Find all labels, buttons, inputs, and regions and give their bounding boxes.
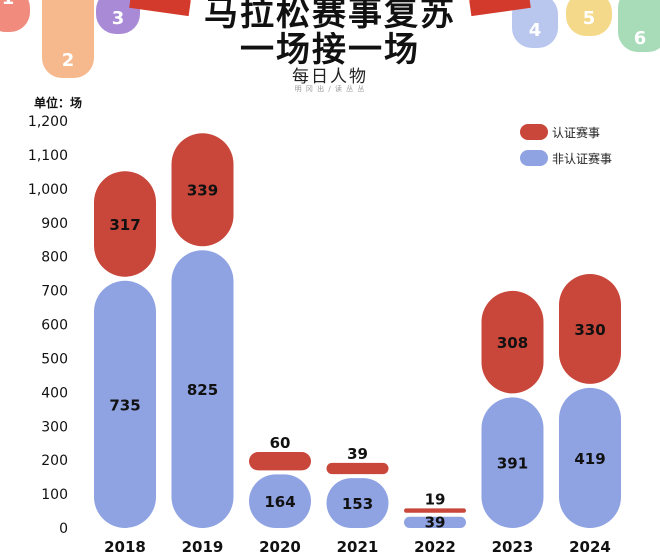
y-tick-label: 300 [41, 419, 68, 435]
y-tick-label: 600 [41, 318, 68, 334]
y-tick-label: 1,200 [28, 114, 68, 130]
x-tick-label: 2023 [492, 538, 534, 556]
data-label-non-certified: 39 [425, 513, 446, 531]
data-label-certified: 317 [109, 216, 140, 234]
bar-certified [404, 508, 466, 513]
data-label-non-certified: 391 [497, 455, 528, 473]
brand-subtitle: 明 冈 出 / 读 丛 丛 [294, 85, 366, 93]
decor-pill-1: 1 [0, 0, 30, 32]
y-tick-label: 1,000 [28, 182, 68, 198]
decor-pill-5-label: 5 [582, 8, 596, 29]
bar-non-certified [404, 516, 466, 528]
bar-non-certified [249, 474, 311, 528]
bar-non-certified [171, 250, 234, 528]
legend-label-non-certified: 非认证赛事 [552, 152, 613, 166]
bar-certified [94, 171, 156, 277]
y-tick-label: 700 [41, 284, 68, 300]
decor-pill-2: 2 [42, 0, 94, 78]
data-label-non-certified: 419 [574, 450, 605, 468]
data-label-non-certified: 164 [264, 493, 295, 511]
bar-non-certified [94, 280, 156, 528]
decor-pill-2-label: 2 [61, 50, 75, 71]
data-label-non-certified: 825 [187, 381, 218, 399]
bar-non-certified [559, 387, 621, 528]
legend-label-certified: 认证赛事 [552, 126, 601, 140]
data-label-certified: 308 [497, 334, 528, 352]
bar-non-certified [481, 397, 544, 528]
x-tick-label: 2024 [569, 538, 611, 556]
bar-certified [559, 273, 621, 384]
data-label-non-certified: 735 [109, 396, 140, 414]
brand-logo: 每日人物 [292, 67, 368, 87]
y-tick-label: 800 [41, 250, 68, 266]
x-tick-label: 2019 [182, 538, 224, 556]
y-tick-label: 900 [41, 216, 68, 232]
x-tick-label: 2020 [259, 538, 301, 556]
title-line-2: 一场接一场 [240, 30, 420, 70]
legend-swatch-non-certified [520, 150, 548, 166]
title-line-1: 马拉松赛事复苏 [204, 0, 456, 34]
x-tick-label: 2021 [337, 538, 379, 556]
bar-certified [481, 290, 544, 394]
decor-pill-6-label: 6 [633, 28, 647, 49]
y-tick-label: 100 [41, 487, 68, 503]
y-tick-label: 500 [41, 351, 68, 367]
data-label-certified: 60 [270, 434, 291, 452]
bar-non-certified [326, 478, 389, 528]
y-tick-label: 0 [59, 521, 68, 537]
decor-pill-5: 5 [566, 0, 612, 36]
y-tick-label: 1,100 [28, 148, 68, 164]
data-label-non-certified: 153 [342, 495, 373, 513]
decor-pill-3-label: 3 [111, 8, 125, 29]
data-label-certified: 330 [574, 321, 605, 339]
data-label-certified: 19 [425, 490, 446, 508]
data-label-certified: 339 [187, 182, 218, 200]
data-label-certified: 39 [347, 445, 368, 463]
decor-pill-6: 6 [618, 0, 660, 52]
unit-label: 单位：场 [34, 96, 83, 110]
bar-certified [249, 452, 311, 471]
decor-pill-4-label: 4 [528, 20, 542, 41]
legend-swatch-certified [520, 124, 548, 140]
x-tick-label: 2022 [414, 538, 456, 556]
y-tick-label: 200 [41, 453, 68, 469]
bar-certified [326, 462, 389, 475]
decor-pill-1-label: 1 [2, 0, 15, 9]
bar-certified [171, 133, 234, 247]
y-tick-label: 400 [41, 385, 68, 401]
x-tick-label: 2018 [104, 538, 146, 556]
